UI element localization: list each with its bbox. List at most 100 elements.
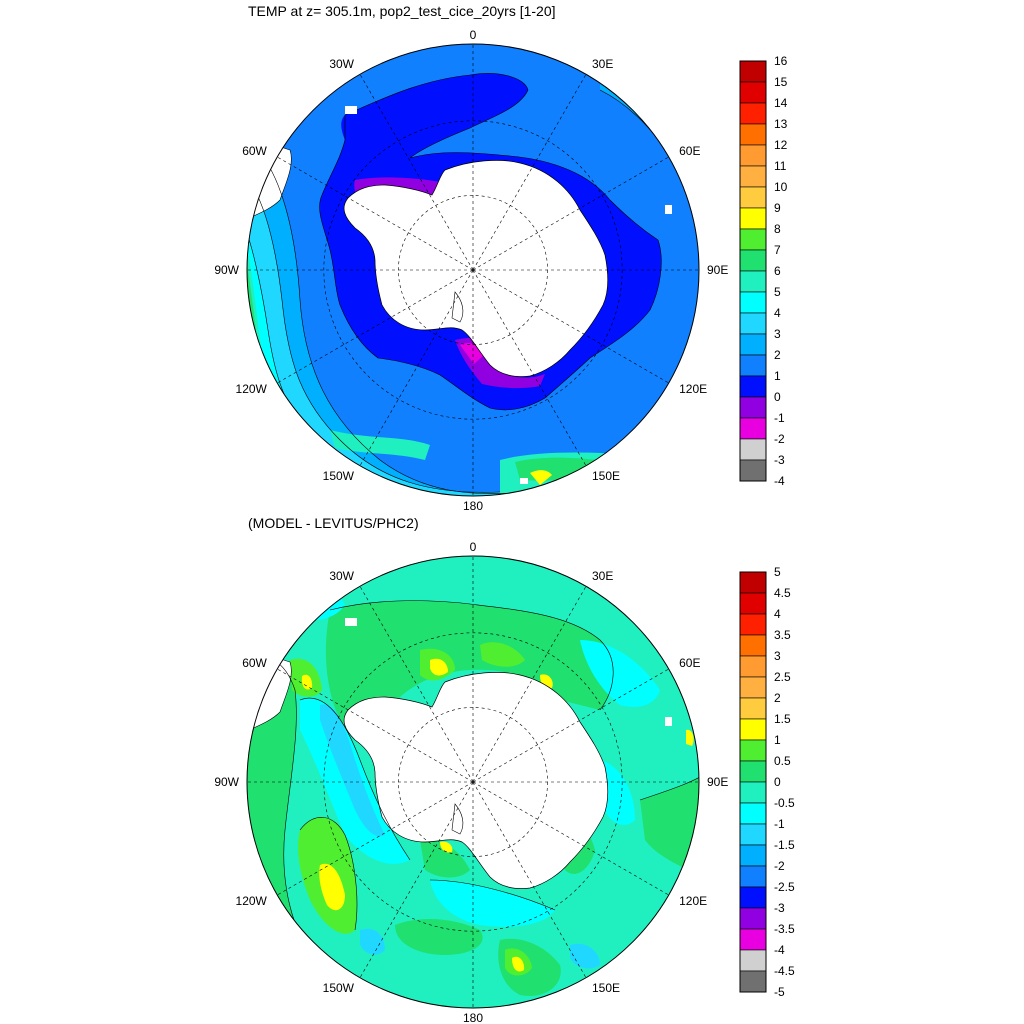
top-antarctica [343,160,609,377]
colorbar-label: 1 [774,369,781,383]
meridian-line [472,586,587,783]
colorbar-box [739,333,767,356]
lon-label: 0 [470,540,477,554]
meridian-line [277,156,474,271]
colorbar-box [739,592,767,615]
colorbar-box [739,438,767,461]
bottom-map-border [246,555,700,1009]
colorbar-label: 1.5 [774,712,791,726]
lon-label: 150W [323,981,355,995]
colorbar-label: 1 [774,733,781,747]
colorbar-label: 14 [774,96,788,110]
top-island-c [520,478,528,484]
colorbar-label: 3.5 [774,628,791,642]
lon-label: 60W [242,144,267,158]
colorbar-box [739,844,767,867]
meridian-line [277,781,474,896]
colorbar-label: 6 [774,264,781,278]
lon-label: 60E [679,144,700,158]
colorbar-label: 4 [774,607,781,621]
colorbar-box [739,571,767,594]
lon-label: 60E [679,656,700,670]
bottom-lon-labels: 0 30E 60E 90E 120E 150E 180 150W 120W 90W 60W 30W [214,540,728,1024]
colorbar-box [739,417,767,440]
top-panel: TEMP at z= 305.1m, pop2_test_cice_20yrs … [214,3,787,513]
colorbar-label: -1 [774,411,785,425]
colorbar-box [739,970,767,993]
top-graticule [247,44,699,496]
meridian-line [472,781,669,896]
colorbar-label: -4 [774,474,785,488]
lon-label: 150E [592,981,620,995]
colorbar-label: 16 [774,54,788,68]
meridian-line [359,781,474,978]
colorbar-label: -1.5 [774,838,795,852]
colorbar-box [739,291,767,314]
colorbar-label: 15 [774,75,788,89]
colorbar-label: 0 [774,775,781,789]
colorbar-box [739,907,767,930]
colorbar-label: 11 [774,159,787,173]
bottom-field-n1-n05c [580,640,660,707]
colorbar-label: 4.5 [774,586,791,600]
lon-label: 120W [236,894,268,908]
colorbar-box [739,949,767,972]
colorbar-label: 4 [774,306,781,320]
colorbar-box [739,655,767,678]
top-island-b [665,205,672,214]
bottom-field-n15-n1b [360,928,385,955]
lon-label: 90E [707,263,728,277]
colorbar-label: -0.5 [774,796,795,810]
top-contour-1 [319,73,662,411]
colorbar-box [739,634,767,657]
lon-label: 30W [329,57,354,71]
meridian-line [472,781,587,978]
meridian-line [472,269,587,466]
bottom-contour-b [247,655,321,971]
colorbar-box [739,396,767,419]
lon-label: 120E [679,382,707,396]
top-lon-labels: 0 30E 60E 90E 120E 150E 180 150W 120W 90W 60W 30W [214,28,728,513]
bottom-contour-c [299,697,411,861]
lon-label: 30E [592,569,613,583]
colorbar-box [739,81,767,104]
colorbar-label: 2 [774,348,781,362]
colorbar-box [739,207,767,230]
bottom-field-1-15c [301,674,313,690]
colorbar-label: 3 [774,649,781,663]
lon-label: 90W [214,775,239,789]
colorbar-frame [739,571,767,993]
top-map-border [246,43,700,497]
colorbar-label: -3 [774,453,785,467]
colorbar-label: -3 [774,901,785,915]
colorbar-label: 9 [774,201,781,215]
bottom-field-1-15a [319,863,345,911]
bottom-contour-e [639,769,699,801]
bottom-field-n1-n05d [430,880,555,927]
colorbar-box [739,886,767,909]
colorbar-label: 5 [774,285,781,299]
latitude-circle [323,120,623,420]
bottom-field-n15-n1a [320,704,385,837]
lon-label: 120E [679,894,707,908]
colorbar-label: 2.5 [774,670,791,684]
colorbar-label: 2 [774,691,781,705]
colorbar-box [739,270,767,293]
lon-label: 90E [707,775,728,789]
lon-label: 0 [470,28,477,42]
lon-label: 30E [592,57,613,71]
bottom-contour-a [329,600,614,711]
colorbar-box [739,459,767,482]
colorbar-box [739,718,767,741]
top-contour-3 [247,139,541,494]
colorbar-label: -3.5 [774,922,795,936]
latitude-circle [323,632,623,932]
lon-label: 180 [463,1011,483,1024]
lon-label: 30W [329,569,354,583]
colorbar-box [739,123,767,146]
meridian-line [359,586,474,783]
colorbar-box [739,354,767,377]
top-field-6-7b [330,430,430,460]
colorbar-label: 13 [774,117,788,131]
